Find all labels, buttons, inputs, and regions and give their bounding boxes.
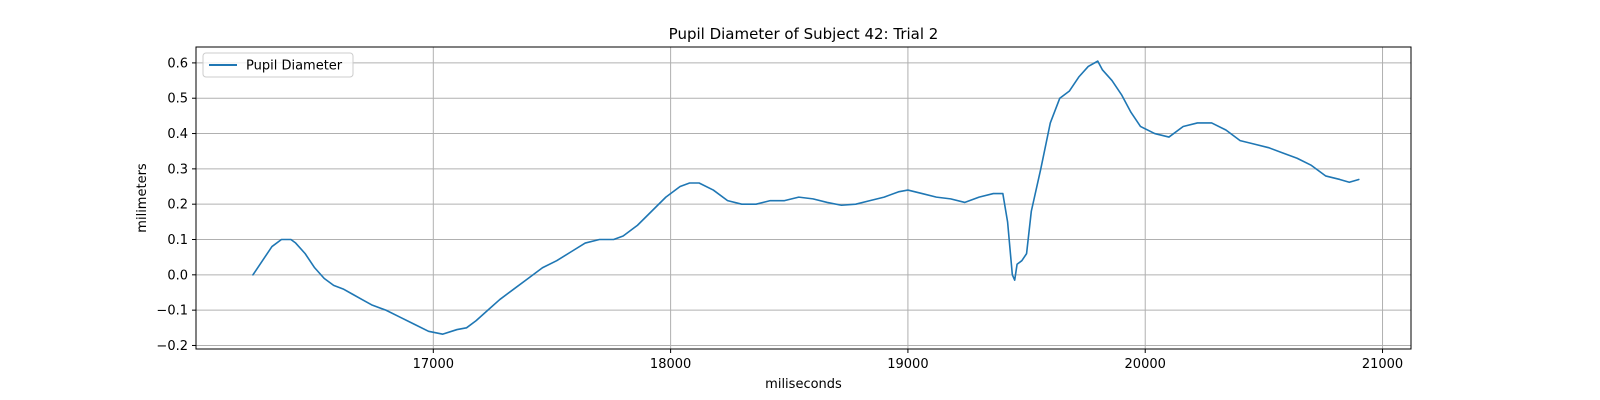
x-tick-label: 17000 — [413, 357, 454, 372]
chart-title: Pupil Diameter of Subject 42: Trial 2 — [669, 25, 939, 43]
y-axis: −0.2 −0.1 0.0 0.1 0.2 0.3 0.4 0.5 0.6 — [156, 56, 196, 354]
y-tick-label: −0.1 — [156, 304, 188, 319]
x-tick-label: 18000 — [650, 357, 691, 372]
y-tick-label: 0.3 — [167, 162, 188, 177]
y-tick-label: 0.6 — [167, 56, 188, 71]
x-tick-label: 20000 — [1125, 357, 1166, 372]
y-tick-label: 0.0 — [167, 268, 188, 283]
plot-frame — [195, 46, 1412, 350]
x-tick-label: 19000 — [887, 357, 928, 372]
legend-label: Pupil Diameter — [246, 59, 343, 74]
series-line-pupil-diameter — [252, 60, 1360, 335]
y-tick-label: 0.1 — [167, 233, 188, 248]
y-tick-label: 0.4 — [167, 127, 188, 142]
grid — [196, 47, 1411, 349]
y-tick-label: 0.2 — [167, 198, 188, 213]
x-axis-label: miliseconds — [765, 377, 842, 392]
y-tick-label: 0.5 — [167, 92, 188, 107]
legend-box — [202, 52, 354, 78]
legend: Pupil Diameter — [202, 52, 354, 78]
y-axis-label: milimeters — [135, 163, 150, 233]
x-axis: 17000 18000 19000 20000 21000 — [413, 349, 1403, 372]
x-tick-label: 21000 — [1362, 357, 1403, 372]
y-tick-label: −0.2 — [156, 339, 188, 354]
series-layer — [252, 60, 1360, 335]
